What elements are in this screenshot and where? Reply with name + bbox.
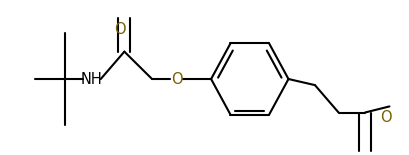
Text: O: O — [380, 110, 391, 125]
Text: NH: NH — [81, 71, 102, 86]
Text: O: O — [170, 71, 182, 86]
Text: O: O — [113, 22, 125, 37]
